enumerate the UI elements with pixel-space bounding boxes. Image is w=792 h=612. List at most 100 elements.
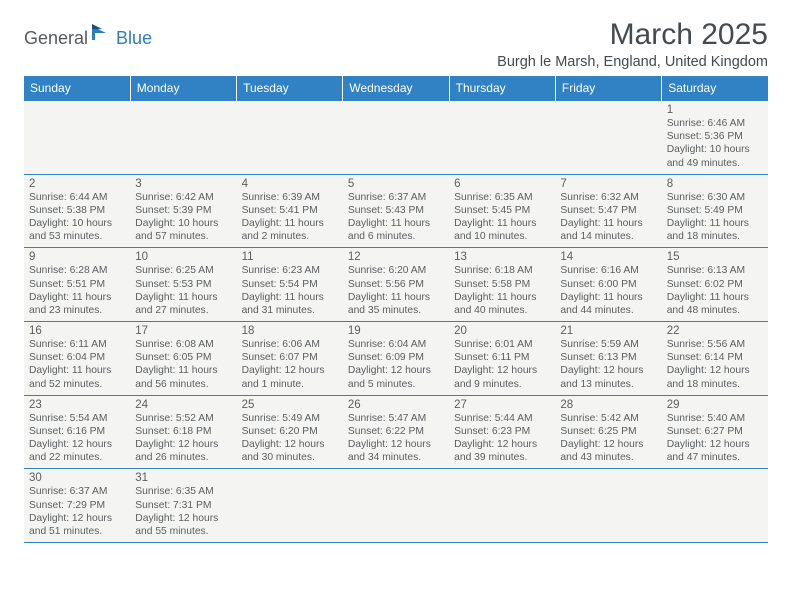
daylight-text: Daylight: 11 hours [135, 364, 231, 377]
sunrise-text: Sunrise: 6:35 AM [135, 485, 231, 498]
daylight-text: and 27 minutes. [135, 304, 231, 317]
day-cell: 3Sunrise: 6:42 AMSunset: 5:39 PMDaylight… [130, 174, 236, 248]
sunset-text: Sunset: 6:11 PM [454, 351, 550, 364]
daylight-text: Daylight: 11 hours [348, 291, 444, 304]
day-cell [24, 101, 130, 175]
daylight-text: Daylight: 11 hours [242, 291, 338, 304]
day-number: 7 [560, 178, 656, 190]
daylight-text: Daylight: 12 hours [454, 438, 550, 451]
sunrise-text: Sunrise: 6:23 AM [242, 264, 338, 277]
daylight-text: Daylight: 12 hours [560, 438, 656, 451]
day-cell: 21Sunrise: 5:59 AMSunset: 6:13 PMDayligh… [555, 322, 661, 396]
sunset-text: Sunset: 6:02 PM [667, 278, 763, 291]
day-cell: 9Sunrise: 6:28 AMSunset: 5:51 PMDaylight… [24, 248, 130, 322]
header: General Blue March 2025 Burgh le Marsh, … [24, 18, 768, 70]
daylight-text: and 55 minutes. [135, 525, 231, 538]
sunrise-text: Sunrise: 5:54 AM [29, 412, 125, 425]
week-row: 1Sunrise: 6:46 AMSunset: 5:36 PMDaylight… [24, 101, 768, 175]
sunrise-text: Sunrise: 6:37 AM [348, 191, 444, 204]
daylight-text: and 6 minutes. [348, 230, 444, 243]
page: General Blue March 2025 Burgh le Marsh, … [0, 0, 792, 555]
flag-icon [92, 24, 114, 45]
daylight-text: and 47 minutes. [667, 451, 763, 464]
sunset-text: Sunset: 5:38 PM [29, 204, 125, 217]
sunrise-text: Sunrise: 5:47 AM [348, 412, 444, 425]
day-cell: 10Sunrise: 6:25 AMSunset: 5:53 PMDayligh… [130, 248, 236, 322]
page-title: March 2025 [497, 18, 768, 52]
col-wednesday: Wednesday [343, 76, 449, 101]
day-cell [449, 101, 555, 175]
day-cell: 13Sunrise: 6:18 AMSunset: 5:58 PMDayligh… [449, 248, 555, 322]
daylight-text: and 9 minutes. [454, 378, 550, 391]
calendar-body: 1Sunrise: 6:46 AMSunset: 5:36 PM Daylight… [24, 101, 768, 543]
daylight-text: Daylight: 12 hours [135, 512, 231, 525]
sunrise-text: Sunrise: 6:37 AM [29, 485, 125, 498]
day-number: 12 [348, 251, 444, 263]
daylight-text: and 5 minutes. [348, 378, 444, 391]
sunrise-text: Sunrise: 6:32 AM [560, 191, 656, 204]
col-tuesday: Tuesday [237, 76, 343, 101]
sunset-text: Sunset: 5:54 PM [242, 278, 338, 291]
daylight-text: and 49 minutes. [667, 157, 763, 170]
daylight-text: and 31 minutes. [242, 304, 338, 317]
col-thursday: Thursday [449, 76, 555, 101]
day-number: 4 [242, 178, 338, 190]
daylight-text: and 10 minutes. [454, 230, 550, 243]
week-row: 23Sunrise: 5:54 AMSunset: 6:16 PMDayligh… [24, 395, 768, 469]
day-cell: 30Sunrise: 6:37 AMSunset: 7:29 PMDayligh… [24, 469, 130, 543]
week-row: 9Sunrise: 6:28 AMSunset: 5:51 PMDaylight… [24, 248, 768, 322]
day-cell: 14Sunrise: 6:16 AMSunset: 6:00 PMDayligh… [555, 248, 661, 322]
sunset-text: Sunset: 6:25 PM [560, 425, 656, 438]
daylight-text: and 48 minutes. [667, 304, 763, 317]
sunrise-text: Sunrise: 6:11 AM [29, 338, 125, 351]
day-number: 20 [454, 325, 550, 337]
sunrise-text: Sunrise: 6:04 AM [348, 338, 444, 351]
day-cell: 25Sunrise: 5:49 AMSunset: 6:20 PMDayligh… [237, 395, 343, 469]
sunset-text: Sunset: 5:36 PM [667, 130, 763, 143]
sunset-text: Sunset: 6:04 PM [29, 351, 125, 364]
day-cell [555, 469, 661, 543]
daylight-text: and 18 minutes. [667, 230, 763, 243]
sunrise-text: Sunrise: 6:25 AM [135, 264, 231, 277]
day-cell: 7Sunrise: 6:32 AMSunset: 5:47 PMDaylight… [555, 174, 661, 248]
day-number: 1 [667, 104, 763, 116]
sunset-text: Sunset: 5:39 PM [135, 204, 231, 217]
daylight-text: and 56 minutes. [135, 378, 231, 391]
sunrise-text: Sunrise: 6:20 AM [348, 264, 444, 277]
day-cell: 16Sunrise: 6:11 AMSunset: 6:04 PMDayligh… [24, 322, 130, 396]
day-cell: 24Sunrise: 5:52 AMSunset: 6:18 PMDayligh… [130, 395, 236, 469]
sunrise-text: Sunrise: 6:28 AM [29, 264, 125, 277]
day-number: 11 [242, 251, 338, 263]
daylight-text: Daylight: 11 hours [667, 217, 763, 230]
day-cell: 22Sunrise: 5:56 AMSunset: 6:14 PMDayligh… [662, 322, 768, 396]
day-number: 2 [29, 178, 125, 190]
day-number: 9 [29, 251, 125, 263]
daylight-text: and 43 minutes. [560, 451, 656, 464]
daylight-text: Daylight: 12 hours [242, 364, 338, 377]
day-cell: 19Sunrise: 6:04 AMSunset: 6:09 PMDayligh… [343, 322, 449, 396]
daylight-text: Daylight: 11 hours [560, 291, 656, 304]
daylight-text: Daylight: 11 hours [29, 364, 125, 377]
day-number: 23 [29, 399, 125, 411]
daylight-text: and 2 minutes. [242, 230, 338, 243]
sunrise-text: Sunrise: 6:06 AM [242, 338, 338, 351]
daylight-text: and 30 minutes. [242, 451, 338, 464]
day-number: 6 [454, 178, 550, 190]
sunset-text: Sunset: 6:05 PM [135, 351, 231, 364]
day-cell: 2Sunrise: 6:44 AMSunset: 5:38 PMDaylight… [24, 174, 130, 248]
day-number: 29 [667, 399, 763, 411]
day-cell [343, 101, 449, 175]
day-number: 28 [560, 399, 656, 411]
sunrise-text: Sunrise: 5:42 AM [560, 412, 656, 425]
day-cell [449, 469, 555, 543]
daylight-text: and 39 minutes. [454, 451, 550, 464]
header-row: Sunday Monday Tuesday Wednesday Thursday… [24, 76, 768, 101]
daylight-text: and 22 minutes. [29, 451, 125, 464]
day-cell: 4Sunrise: 6:39 AMSunset: 5:41 PMDaylight… [237, 174, 343, 248]
sunrise-text: Sunrise: 6:46 AM [667, 117, 763, 130]
day-number: 30 [29, 472, 125, 484]
day-cell: 31Sunrise: 6:35 AMSunset: 7:31 PMDayligh… [130, 469, 236, 543]
daylight-text: Daylight: 12 hours [454, 364, 550, 377]
sunset-text: Sunset: 6:14 PM [667, 351, 763, 364]
day-cell: 11Sunrise: 6:23 AMSunset: 5:54 PMDayligh… [237, 248, 343, 322]
